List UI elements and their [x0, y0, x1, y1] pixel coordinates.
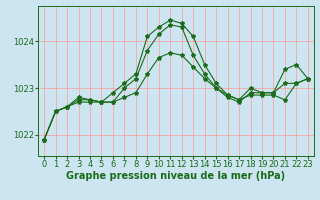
X-axis label: Graphe pression niveau de la mer (hPa): Graphe pression niveau de la mer (hPa) — [67, 171, 285, 181]
